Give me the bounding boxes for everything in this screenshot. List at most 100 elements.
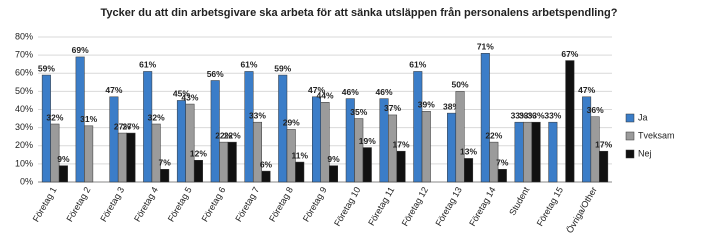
x-tick-label: Övriga/Other (564, 185, 598, 235)
value-label: 7% (159, 158, 172, 168)
bar (143, 71, 153, 183)
value-label: 7% (496, 158, 509, 168)
bar (329, 165, 338, 183)
bar (151, 123, 161, 183)
value-label: 11% (291, 150, 308, 160)
value-label: 9% (327, 154, 340, 164)
bar (210, 80, 220, 183)
y-tick-label: 60% (15, 68, 33, 78)
x-tick-label: Företag 6 (200, 185, 228, 223)
x-tick-label: Företag 14 (467, 185, 497, 228)
value-label: 9% (57, 154, 70, 164)
bar (244, 71, 254, 183)
bar (286, 129, 296, 183)
x-tick-label: Företag 11 (366, 185, 396, 227)
legend-label: Ja (638, 112, 648, 122)
x-tick-label: Företag 13 (433, 185, 463, 228)
value-label: 19% (359, 136, 376, 146)
bar (176, 100, 186, 183)
bar (126, 132, 136, 183)
value-label: 12% (190, 149, 207, 159)
bar (312, 96, 321, 183)
value-label: 13% (460, 147, 477, 157)
value-label: 6% (260, 159, 273, 169)
bar (447, 112, 457, 183)
value-label: 27% (122, 121, 139, 131)
bar (109, 96, 119, 183)
value-label: 29% (283, 118, 300, 128)
legend-swatch (625, 113, 635, 123)
bar (252, 121, 262, 183)
value-label: 61% (409, 60, 426, 70)
value-label: 33% (511, 110, 528, 120)
value-label: 56% (207, 69, 224, 79)
y-tick-label: 30% (15, 122, 33, 132)
value-label: 47% (105, 85, 122, 95)
x-tick-label: Företag 8 (267, 185, 295, 223)
value-label: 17% (595, 139, 612, 149)
bar (160, 169, 170, 183)
bar (261, 170, 271, 183)
value-label: 50% (452, 80, 469, 90)
bar (455, 91, 465, 183)
value-label: 39% (418, 100, 435, 110)
x-tick-label: Företag 12 (400, 185, 430, 228)
bar (497, 169, 507, 183)
value-label: 32% (46, 112, 63, 122)
bar (489, 141, 499, 183)
x-tick-label: Företag 15 (535, 185, 565, 228)
bar (354, 118, 364, 183)
value-label: 36% (587, 105, 604, 115)
value-label: 22% (485, 130, 502, 140)
value-label: 22% (215, 130, 232, 140)
x-tick-label: Företag 10 (332, 185, 362, 228)
bar (50, 123, 60, 183)
bar (219, 141, 229, 183)
value-label: 32% (148, 112, 165, 122)
bar (464, 158, 474, 183)
value-label: 38% (443, 101, 460, 111)
bar (599, 150, 609, 183)
value-label: 61% (240, 60, 257, 70)
value-label: 33% (519, 110, 536, 120)
bar (531, 121, 541, 183)
y-tick-label: 0% (20, 176, 33, 186)
bar (320, 102, 330, 183)
y-tick-label: 70% (15, 50, 33, 60)
value-label: 31% (80, 114, 97, 124)
bar (278, 74, 288, 183)
value-label: 22% (224, 130, 241, 140)
bar (75, 56, 85, 183)
value-label: 71% (477, 42, 494, 52)
x-tick-label: Företag 1 (31, 185, 59, 223)
y-tick-label: 10% (15, 158, 33, 168)
bar (548, 121, 558, 183)
bar (396, 150, 406, 183)
value-label: 27% (114, 121, 131, 131)
bar (41, 74, 51, 183)
x-tick-label: Företag 4 (132, 185, 160, 223)
value-label: 59% (274, 63, 291, 73)
value-label: 37% (384, 103, 401, 113)
y-tick-label: 50% (15, 86, 33, 96)
x-tick-label: Företag 5 (166, 185, 194, 223)
bar (58, 165, 68, 183)
value-label: 67% (561, 49, 578, 59)
value-label: 45% (173, 89, 190, 99)
bar (421, 111, 431, 183)
legend-label: Nej (638, 148, 652, 158)
bar (523, 121, 533, 183)
bar (480, 53, 490, 183)
legend-swatch (625, 131, 635, 141)
legend-swatch (625, 149, 635, 159)
value-label: 47% (308, 85, 325, 95)
x-tick-label: Företag 9 (301, 185, 329, 223)
x-tick-label: Företag 2 (65, 185, 93, 223)
value-label: 43% (181, 92, 198, 102)
bar (227, 141, 237, 183)
value-label: 69% (72, 45, 89, 55)
value-label: 46% (376, 87, 393, 97)
value-label: 46% (342, 87, 359, 97)
value-label: 17% (393, 139, 410, 149)
